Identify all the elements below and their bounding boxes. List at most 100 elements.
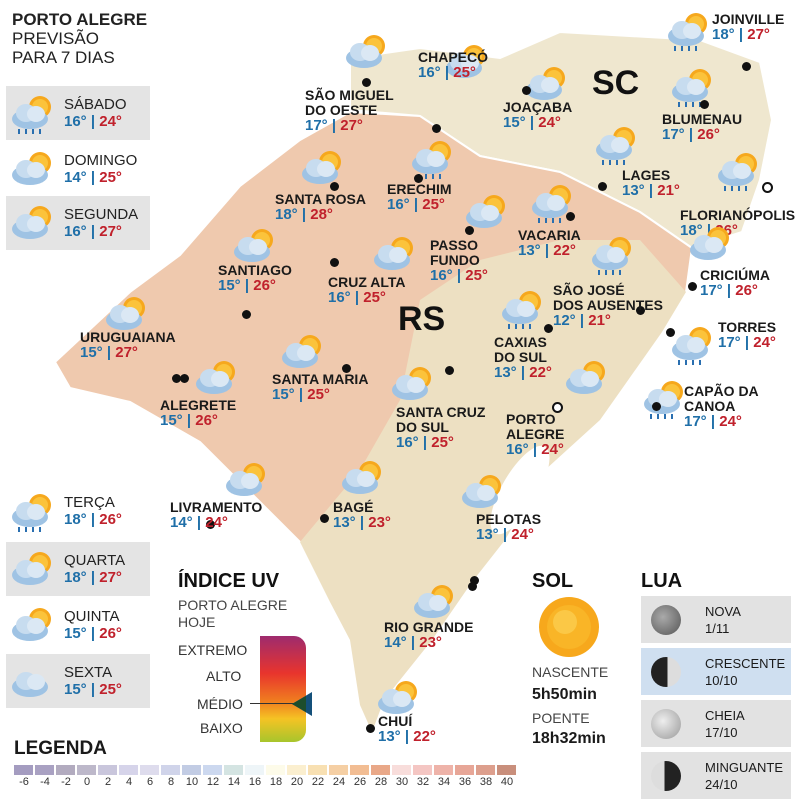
forecast-day: DOMINGO 14° | 25° (6, 142, 150, 196)
legend-tick: 26 (353, 776, 367, 788)
uv-level-medio: MÉDIO (197, 696, 243, 712)
uv-subtitle-day: HOJE (178, 614, 216, 630)
city-marker[interactable] (566, 212, 575, 221)
city-marker[interactable] (366, 724, 375, 733)
temp-max: 23° (419, 634, 442, 651)
city-name: SANTA CRUZ (396, 404, 486, 420)
city-forecast: LAGES 13° | 21° (622, 167, 680, 199)
temp-min: 15° (64, 681, 87, 698)
sun-title: SOL (532, 570, 574, 592)
city-name: PELOTAS (476, 511, 542, 527)
city-name: LIVRAMENTO (170, 499, 263, 515)
temp-max: 28° (310, 206, 333, 223)
city-name: URUGUAIANA (80, 329, 176, 345)
city-forecast: SÃO MIGUEL DO OESTE 17° | 27° (305, 87, 394, 134)
sun-cloud-icon (370, 232, 420, 276)
temp-max: 25° (422, 196, 445, 213)
header-line3: PARA 7 DIAS (12, 48, 115, 67)
temp-min: 17° (662, 126, 685, 143)
city-marker[interactable] (362, 78, 371, 87)
day-name: QUARTA (64, 552, 126, 569)
temp-min: 16° (328, 289, 351, 306)
moon-phase-date: 10/10 (705, 672, 738, 688)
city-name: ERECHIM (387, 181, 452, 197)
legend-swatch (476, 765, 495, 775)
city-marker[interactable] (432, 124, 441, 133)
city-marker[interactable] (470, 576, 479, 585)
temp-min: 15° (503, 114, 526, 131)
temp-max: 24° (719, 413, 742, 430)
city-marker[interactable] (242, 310, 251, 319)
city-marker[interactable] (522, 86, 531, 95)
city-forecast: ERECHIM 16° | 25° (387, 181, 452, 213)
legend-swatch (329, 765, 348, 775)
moon-cheia-icon (651, 708, 681, 739)
city-marker[interactable] (330, 182, 339, 191)
city-marker[interactable] (414, 174, 423, 183)
city-marker[interactable] (636, 306, 645, 315)
legend-swatch (497, 765, 516, 775)
temp-max: 25° (307, 386, 330, 403)
city-name: VACARIA (518, 227, 581, 243)
city-forecast: BLUMENAU 17° | 26° (662, 111, 743, 143)
legend-tick: 10 (185, 776, 199, 788)
city-forecast: FLORIANÓPOLIS 18° | 26° (680, 207, 796, 239)
city-marker[interactable] (762, 182, 773, 193)
city-marker[interactable] (700, 100, 709, 109)
sunrise-time: 5h50min (532, 686, 597, 703)
sun-cloud-icon (442, 40, 492, 84)
sun-cloud-icon (462, 190, 512, 234)
city-marker[interactable] (666, 328, 675, 337)
temp-max: 25° (453, 64, 476, 81)
temp-max: 22° (553, 242, 576, 259)
temp-min: 13° (476, 526, 499, 543)
sun-cloud-rain-icon (588, 232, 638, 276)
city-marker[interactable] (172, 374, 181, 383)
city-marker[interactable] (468, 582, 477, 591)
temp-max: 24° (538, 114, 561, 131)
moon-section: LUA (641, 570, 682, 593)
header-city: PORTO ALEGRE (12, 10, 148, 29)
city-marker[interactable] (330, 258, 339, 267)
legend-tick: 28 (374, 776, 388, 788)
city-marker[interactable] (342, 364, 351, 373)
temp-max: 23° (368, 514, 391, 531)
city-marker[interactable] (598, 182, 607, 191)
sun-icon (539, 597, 599, 657)
forecast-day: TERÇA 18° | 26° (6, 484, 150, 538)
lagoa-dos-patos (490, 445, 550, 535)
temp-max: 27° (99, 223, 122, 240)
moon-phase: CRESCENTE 10/10 (641, 648, 791, 695)
city-marker[interactable] (688, 282, 697, 291)
legend-tick: 20 (290, 776, 304, 788)
moon-title: LUA (641, 570, 683, 592)
city-marker[interactable] (544, 324, 553, 333)
city-name: DO SUL (494, 349, 547, 365)
city-marker[interactable] (206, 520, 215, 529)
city-marker[interactable] (465, 226, 474, 235)
city-marker[interactable] (180, 374, 189, 383)
uv-pointer-line (250, 703, 300, 704)
temp-min: 12° (553, 312, 576, 329)
legend-tick: 36 (458, 776, 472, 788)
sun-cloud-icon (388, 362, 438, 406)
city-forecast: CAPÃO DA CANOA 17° | 24° (684, 383, 759, 430)
legend-tick: 30 (395, 776, 409, 788)
city-name: SÃO JOSÉ (553, 282, 625, 298)
city-forecast: SANTA CRUZ DO SUL 16° | 25° (396, 404, 486, 451)
temp-max: 26° (735, 282, 758, 299)
city-forecast: RIO GRANDE 14° | 23° (384, 619, 474, 651)
legend-swatch (203, 765, 222, 775)
city-marker[interactable] (552, 402, 563, 413)
temp-max: 24° (541, 441, 564, 458)
city-marker[interactable] (652, 402, 661, 411)
city-marker[interactable] (742, 62, 751, 71)
city-marker[interactable] (445, 366, 454, 375)
moon-phase-date: 1/11 (705, 620, 730, 636)
legend-swatch (392, 765, 411, 775)
uv-level-alto: ALTO (206, 668, 242, 684)
city-marker[interactable] (320, 514, 329, 523)
sun-cloud-rain-icon (528, 180, 578, 224)
legend-tick: 6 (146, 776, 154, 788)
temp-max: 25° (99, 681, 122, 698)
